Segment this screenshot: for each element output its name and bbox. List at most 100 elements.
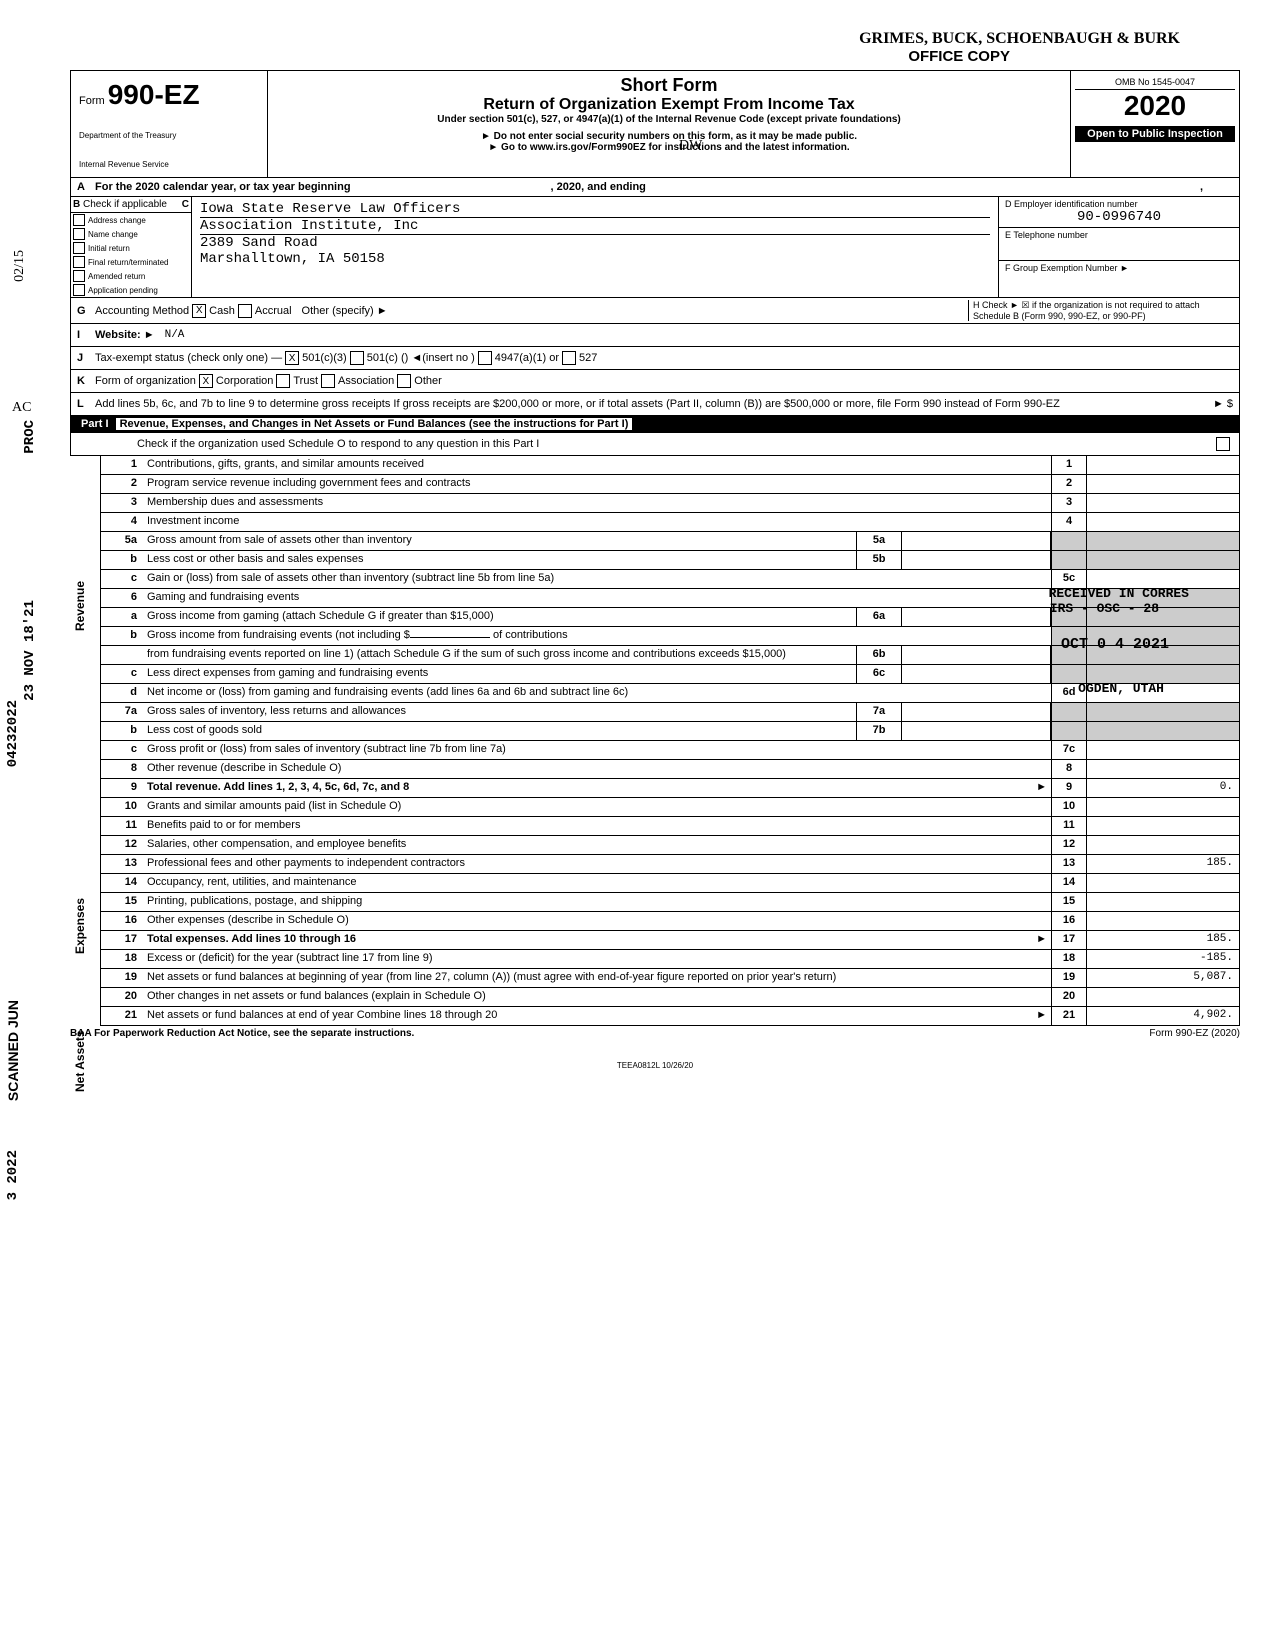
row11-desc: Benefits paid to or for members — [143, 817, 1051, 835]
row10-end-num: 10 — [1051, 798, 1087, 816]
line-j-label: Tax-exempt status (check only one) — — [95, 352, 282, 364]
row6b2-num — [101, 646, 143, 664]
row10-val — [1087, 798, 1239, 816]
row14-num: 14 — [101, 874, 143, 892]
footer-form: Form 990-EZ (2020) — [1149, 1028, 1240, 1039]
label-name-change: Name change — [88, 230, 138, 239]
checkbox-527[interactable] — [562, 351, 576, 365]
row17-num: 17 — [101, 931, 143, 949]
row8-desc: Other revenue (describe in Schedule O) — [143, 760, 1051, 778]
row5a-end-gray — [1051, 532, 1087, 550]
row3-val — [1087, 494, 1239, 512]
checkbox-pending[interactable] — [73, 284, 85, 296]
row16-end-num: 16 — [1051, 912, 1087, 930]
row7b-mid-val — [902, 722, 1051, 740]
col-c-letter: C — [182, 199, 189, 210]
row6a-mid-val — [902, 608, 1051, 626]
org-address: 2389 Sand Road — [200, 234, 990, 251]
ein-value: 90-0996740 — [1005, 209, 1233, 225]
received-stamp-2: IRS - OSC - 28 — [1050, 601, 1159, 616]
checkbox-schedule-o[interactable] — [1216, 437, 1230, 451]
checkbox-trust[interactable] — [276, 374, 290, 388]
checkbox-501c3[interactable]: X — [285, 351, 299, 365]
row21-num: 21 — [101, 1007, 143, 1025]
row16-desc: Other expenses (describe in Schedule O) — [143, 912, 1051, 930]
row6-num: 6 — [101, 589, 143, 607]
row7c-desc: Gross profit or (loss) from sales of inv… — [143, 741, 1051, 759]
checkbox-address-change[interactable] — [73, 214, 85, 226]
row5b-desc: Less cost or other basis and sales expen… — [143, 551, 856, 569]
row15-val — [1087, 893, 1239, 911]
col-e-label: E Telephone number — [1005, 230, 1233, 240]
received-stamp-3: OCT 0 4 2021 — [1061, 636, 1169, 653]
row20-val — [1087, 988, 1239, 1006]
row7b-val-gray — [1087, 722, 1239, 740]
checkbox-cash[interactable]: X — [192, 304, 206, 318]
form-header-row: Form 990-EZ Department of the Treasury I… — [70, 70, 1240, 178]
row20-num: 20 — [101, 988, 143, 1006]
margin-date1: 04232022 — [5, 700, 21, 767]
checkbox-other-org[interactable] — [397, 374, 411, 388]
checkbox-assoc[interactable] — [321, 374, 335, 388]
row7a-end-gray — [1051, 703, 1087, 721]
row5a-mid-val — [902, 532, 1051, 550]
line-a-row: A For the 2020 calendar year, or tax yea… — [70, 178, 1240, 197]
margin-handwritten-ac: AC — [12, 400, 31, 416]
row5b-mid-num: 5b — [856, 551, 902, 569]
checkbox-accrual[interactable] — [238, 304, 252, 318]
row5c-num: c — [101, 570, 143, 588]
margin-date2: 23 NOV 18'21 — [22, 600, 38, 701]
row18-num: 18 — [101, 950, 143, 968]
checkbox-initial-return[interactable] — [73, 242, 85, 254]
row8-val — [1087, 760, 1239, 778]
label-4947: 4947(a)(1) or — [495, 352, 559, 364]
col-b-letter: B — [73, 199, 80, 210]
row20-end-num: 20 — [1051, 988, 1087, 1006]
col-d-label: D Employer identification number — [1005, 199, 1233, 209]
row3-num: 3 — [101, 494, 143, 512]
received-stamp-1: RECEIVED IN CORRES — [1049, 586, 1189, 601]
label-initial-return: Initial return — [88, 244, 130, 253]
checkbox-4947[interactable] — [478, 351, 492, 365]
row2-val — [1087, 475, 1239, 493]
margin-scanned: SCANNED JUN — [5, 1000, 21, 1101]
row1-end-num: 1 — [1051, 456, 1087, 474]
row16-num: 16 — [101, 912, 143, 930]
label-address-change: Address change — [88, 216, 146, 225]
row6-desc: Gaming and fundraising events — [143, 589, 1051, 607]
handwritten-initial: DW — [679, 138, 702, 154]
row5b-end-gray — [1051, 551, 1087, 569]
row19-num: 19 — [101, 969, 143, 987]
row12-end-num: 12 — [1051, 836, 1087, 854]
org-name-2: Association Institute, Inc — [200, 217, 990, 234]
line-k-letter: K — [77, 375, 95, 387]
row19-val: 5,087. — [1087, 969, 1239, 987]
row5a-num: 5a — [101, 532, 143, 550]
margin-date3: 3 2022 — [5, 1150, 21, 1200]
warning-text: ► Do not enter social security numbers o… — [272, 131, 1066, 142]
row1-val — [1087, 456, 1239, 474]
row9-end-num: 9 — [1051, 779, 1087, 797]
line-l-arrow: ► $ — [1213, 398, 1233, 410]
checkbox-name-change[interactable] — [73, 228, 85, 240]
row7a-desc: Gross sales of inventory, less returns a… — [143, 703, 856, 721]
row15-end-num: 15 — [1051, 893, 1087, 911]
label-cash: Cash — [209, 305, 235, 317]
side-netassets-label: Net Assets — [70, 1016, 90, 1106]
row15-desc: Printing, publications, postage, and shi… — [143, 893, 1051, 911]
row17-val: 185. — [1087, 931, 1239, 949]
row12-val — [1087, 836, 1239, 854]
row11-val — [1087, 817, 1239, 835]
row7a-mid-val — [902, 703, 1051, 721]
checkbox-corp[interactable]: X — [199, 374, 213, 388]
checkbox-amended[interactable] — [73, 270, 85, 282]
tax-year: 2020 — [1075, 90, 1235, 122]
row1-num: 1 — [101, 456, 143, 474]
row2-end-num: 2 — [1051, 475, 1087, 493]
row2-num: 2 — [101, 475, 143, 493]
website-value: N/A — [165, 329, 185, 341]
row9-desc: Total revenue. Add lines 1, 2, 3, 4, 5c,… — [143, 779, 1051, 797]
checkbox-final-return[interactable] — [73, 256, 85, 268]
row6c-mid-val — [902, 665, 1051, 683]
checkbox-501c[interactable] — [350, 351, 364, 365]
